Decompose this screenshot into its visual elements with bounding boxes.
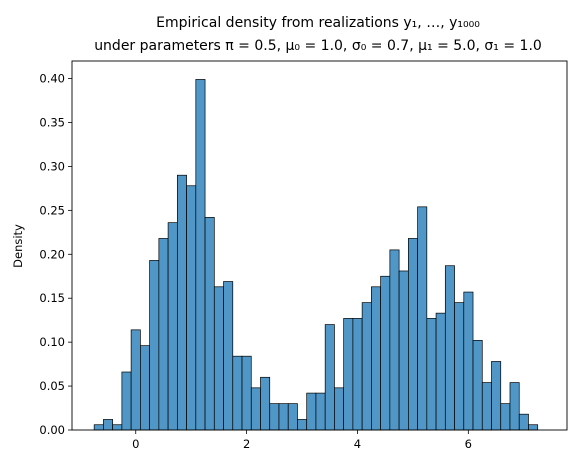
histogram-bar [287, 403, 298, 431]
histogram-bar [93, 424, 104, 431]
y-tick-label: 0.05 [39, 379, 65, 393]
histogram-bar [463, 291, 474, 431]
y-axis-label: Density [11, 224, 25, 268]
y-tick-label: 0.25 [39, 203, 65, 217]
histogram-bar [518, 413, 529, 431]
histogram-bar [334, 387, 345, 431]
histogram-bar [398, 270, 409, 431]
x-tick-label: 6 [465, 437, 472, 451]
histogram-bar [371, 286, 381, 431]
histogram-bar [361, 302, 372, 431]
histogram-bar [491, 361, 502, 431]
histogram-bar [408, 238, 418, 431]
histogram-bar [176, 174, 187, 431]
histogram-bar [149, 260, 160, 431]
y-tick-label: 0.20 [39, 247, 65, 261]
chart-title-line-2: under parameters π = 0.5, μ₀ = 1.0, σ₀ =… [94, 38, 542, 54]
x-tick-label: 2 [243, 437, 250, 451]
histogram-bar [389, 249, 400, 431]
bars-group [93, 79, 539, 431]
histogram-bar [444, 265, 455, 431]
y-tick-label: 0.10 [39, 335, 65, 349]
y-tick-label: 0.40 [39, 72, 65, 86]
histogram-bar [112, 424, 123, 431]
x-tick-label: 0 [132, 437, 139, 451]
histogram-bar [204, 217, 215, 431]
y-tick-label: 0.00 [39, 423, 65, 437]
histogram-bar [213, 286, 224, 431]
histogram-bar [343, 318, 354, 431]
histogram-bar [278, 403, 289, 431]
histogram-bar [380, 275, 391, 431]
histogram-bar [509, 382, 520, 431]
histogram-bar [250, 387, 261, 431]
histogram-bar [481, 382, 492, 431]
y-tick-label: 0.30 [39, 159, 65, 173]
chart-title-line-1: Empirical density from realizations y₁, … [156, 15, 480, 31]
ticks-group: 0 2 4 6 0.00 0.05 0.10 0.15 0.20 0.25 0.30 0.35 0.40 [39, 72, 472, 451]
histogram-bar [260, 376, 271, 431]
histogram-bar [500, 403, 511, 431]
x-tick-label: 4 [354, 437, 361, 451]
histogram-bar [315, 392, 326, 431]
histogram-bar [435, 312, 446, 431]
histogram-bar [186, 185, 197, 431]
y-tick-label: 0.15 [39, 291, 65, 305]
histogram-bar [352, 318, 363, 431]
histogram-bar [417, 206, 428, 431]
histogram-bar [195, 79, 206, 431]
histogram-bar [297, 419, 308, 431]
histogram-bar [121, 371, 132, 431]
histogram-bar [426, 318, 437, 431]
histogram-bar [140, 345, 150, 431]
histogram-bar [454, 302, 465, 431]
histogram-bar [306, 392, 317, 431]
histogram-bar [528, 424, 539, 431]
histogram-bar [223, 281, 234, 431]
histogram-bar [232, 355, 243, 431]
y-tick-label: 0.35 [39, 116, 65, 130]
plot-frame [71, 60, 568, 431]
histogram-bar [324, 324, 335, 431]
histogram-bar [158, 238, 169, 431]
histogram-bar [241, 355, 252, 431]
histogram-bar [130, 329, 141, 431]
histogram-bar [269, 403, 280, 431]
histogram-bar [103, 419, 114, 431]
histogram-bar [167, 222, 178, 431]
histogram-bar [472, 340, 483, 431]
